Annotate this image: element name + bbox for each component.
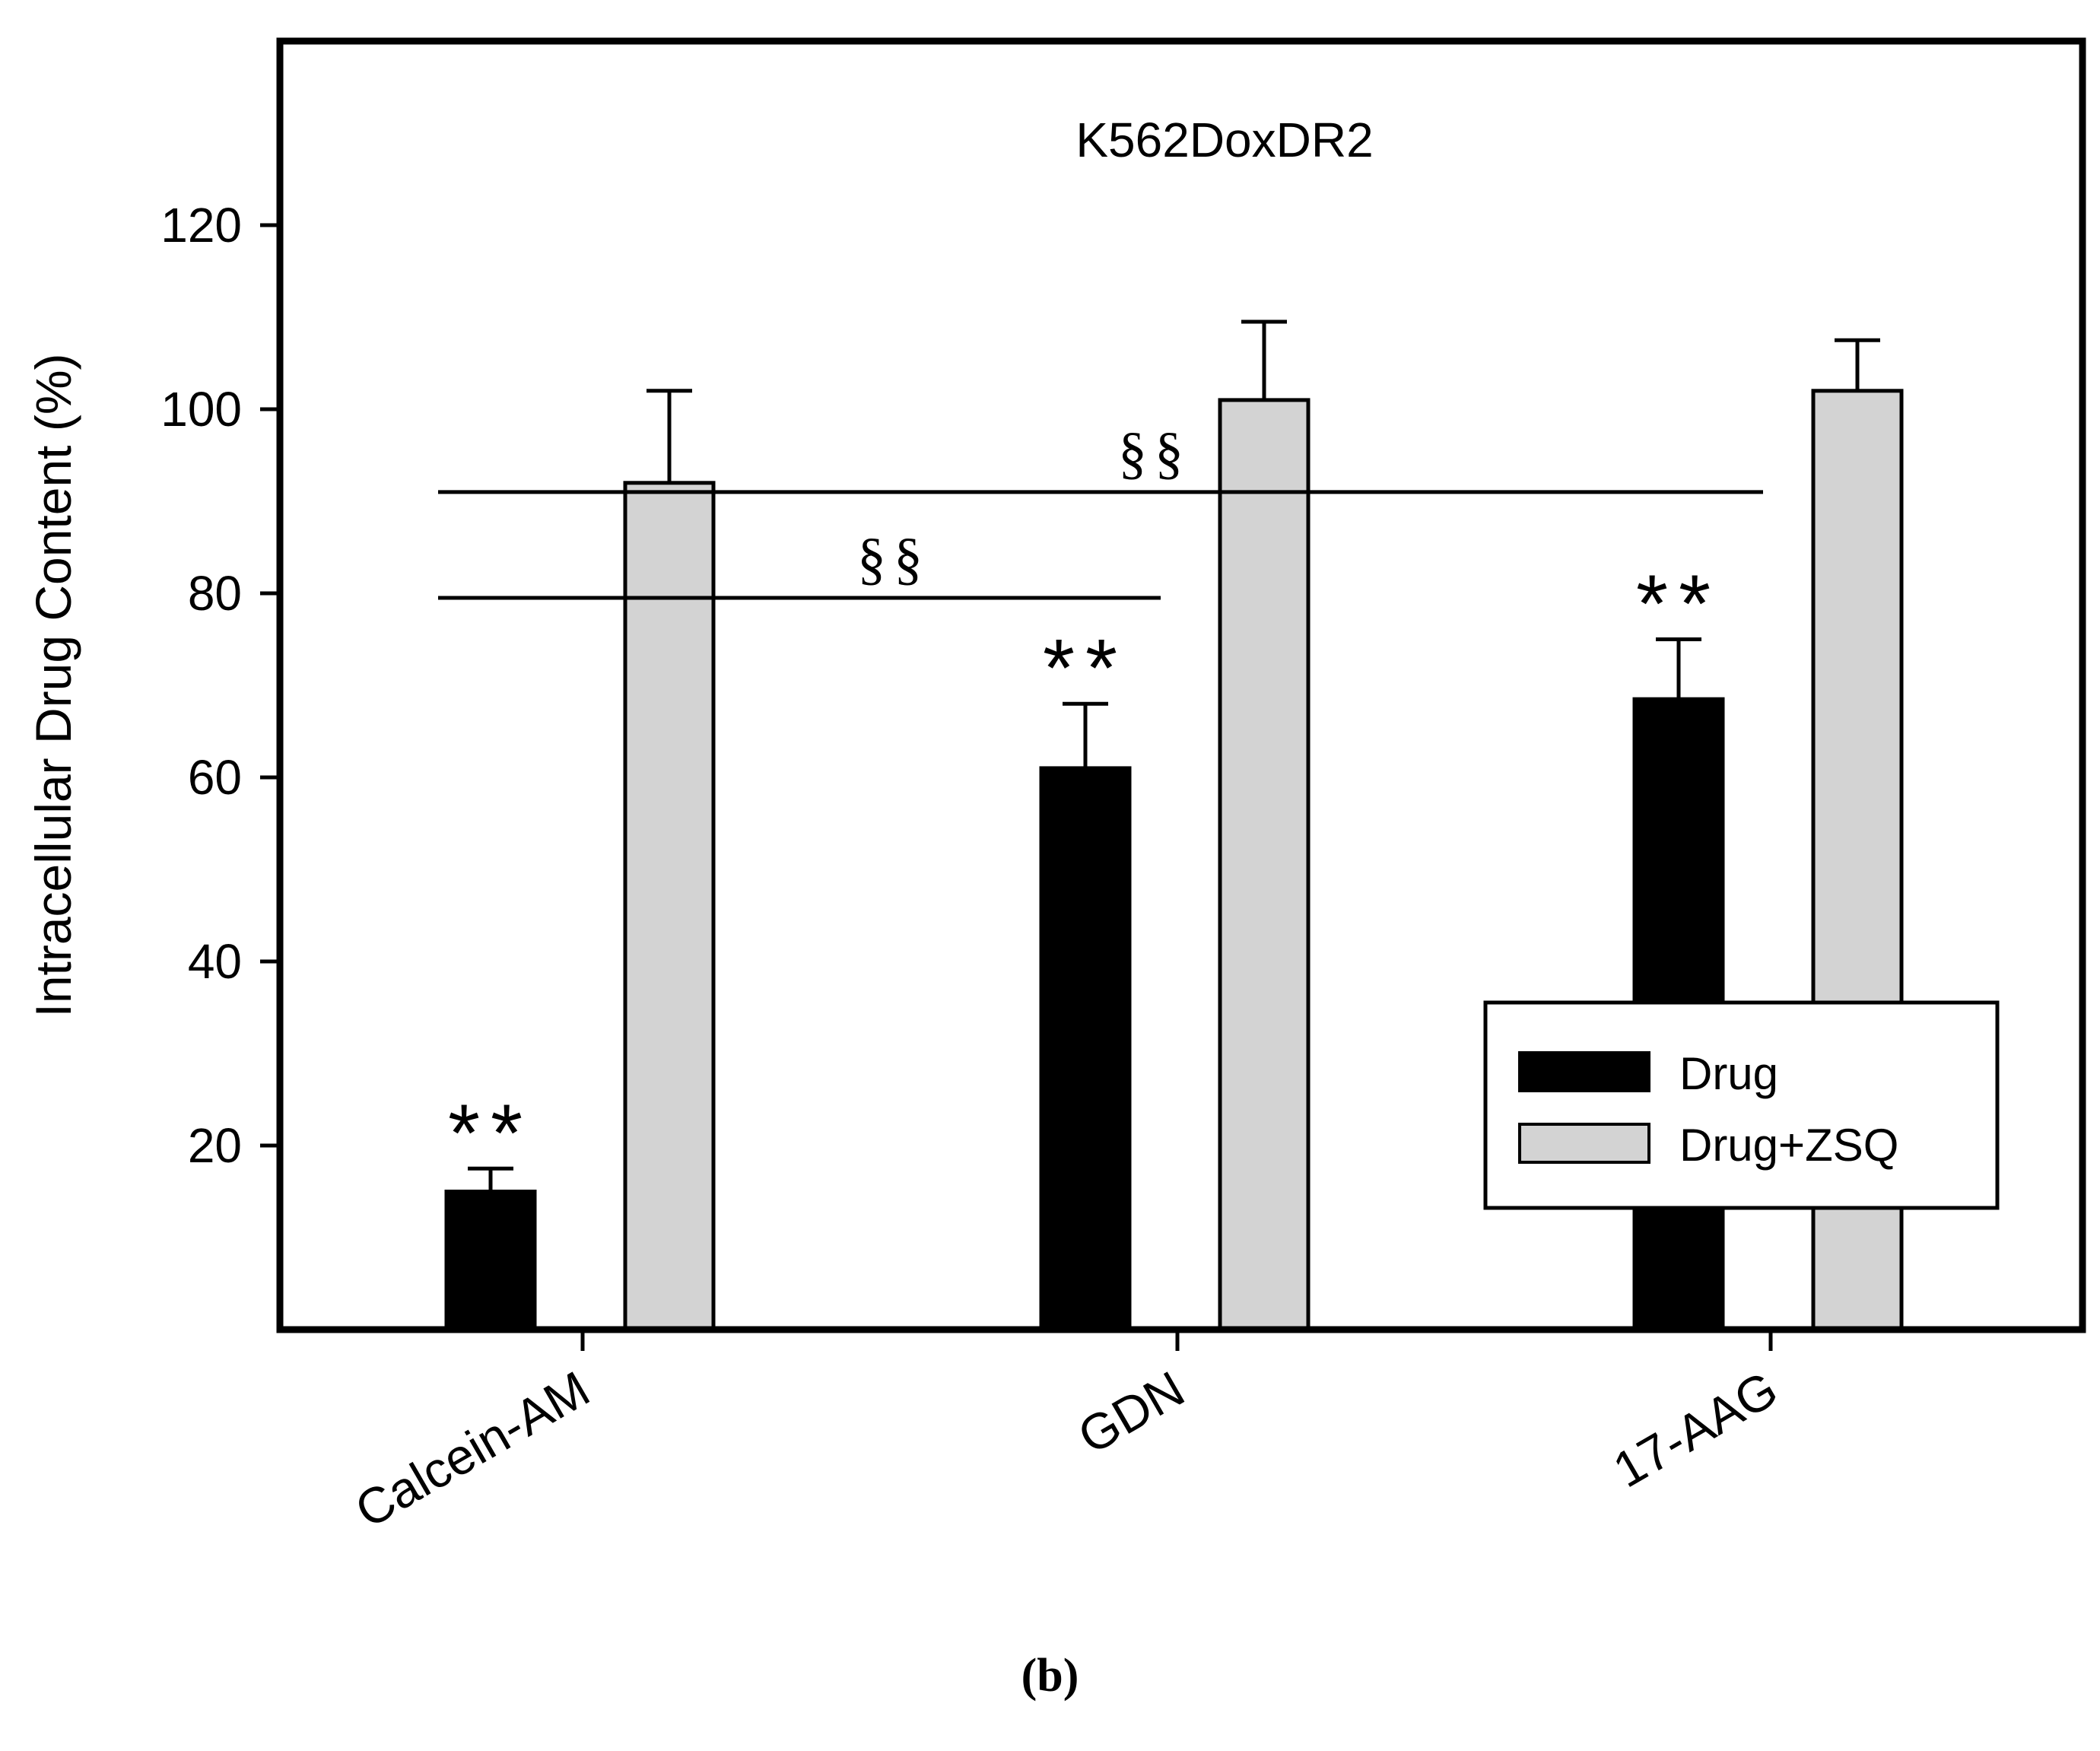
comparison-label-0: §§ (857, 527, 930, 591)
bar-0-1 (623, 481, 716, 1332)
y-axis: 20 40 60 80 100 120 (160, 198, 280, 1173)
x-tick-label-2: 17-AAG (1604, 1360, 1787, 1498)
y-tick-label-3: 80 (188, 566, 242, 621)
legend-swatch-drug-zsq (1518, 1123, 1650, 1164)
comparison-label-1: §§ (1118, 421, 1191, 485)
y-tick-label-5: 120 (160, 198, 242, 253)
bar-1-0 (1039, 766, 1132, 1332)
y-axis-label: Intracellular Drug Content (%) (25, 353, 81, 1017)
annotations-layer: ** ** ** (448, 558, 1721, 1179)
legend: Drug Drug+ZSQ (1483, 1000, 2000, 1210)
legend-label-drug-zsq: Drug+ZSQ (1679, 1120, 1898, 1171)
legend-label-drug: Drug (1679, 1048, 1778, 1099)
significance-marker-1: ** (1043, 621, 1128, 713)
error-bars-layer (468, 319, 1880, 1192)
comparisons-layer: §§ §§ (438, 421, 1763, 600)
y-tick-label-1: 40 (188, 934, 242, 989)
legend-swatch-drug (1518, 1051, 1650, 1092)
x-tick-label-1: GDN (1069, 1360, 1193, 1464)
panel-label: (b) (1021, 1650, 1079, 1702)
legend-box (1483, 1000, 2000, 1210)
y-tick-label-0: 20 (188, 1118, 242, 1173)
significance-marker-0: ** (448, 1086, 533, 1178)
plot-frame (276, 37, 2086, 1333)
bar-1-1 (1218, 398, 1311, 1332)
y-tick-label-4: 100 (160, 382, 242, 437)
bar-0-0 (444, 1190, 537, 1332)
x-axis: Calcein-AM GDN 17-AAG (346, 1330, 1787, 1539)
y-tick-label-2: 60 (188, 750, 242, 805)
x-tick-label-0: Calcein-AM (346, 1360, 599, 1539)
chart-title: K562DoxDR2 (1075, 113, 1373, 167)
significance-marker-2: ** (1636, 558, 1721, 650)
